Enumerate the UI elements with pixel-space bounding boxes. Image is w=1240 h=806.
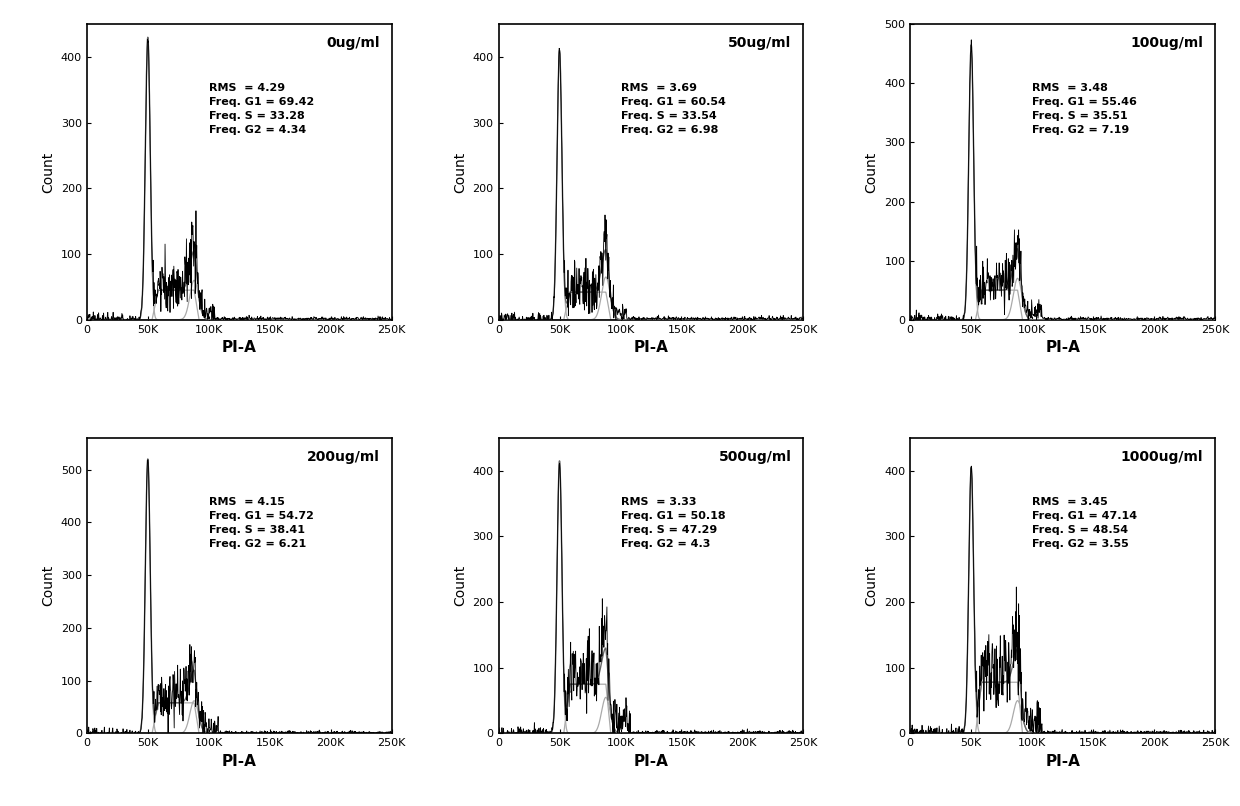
Text: 1000ug/ml: 1000ug/ml [1121,450,1203,463]
Text: 200ug/ml: 200ug/ml [306,450,379,463]
X-axis label: PI-A: PI-A [634,340,668,355]
X-axis label: PI-A: PI-A [634,754,668,769]
Y-axis label: Count: Count [41,152,56,193]
Text: RMS  = 4.29
Freq. G1 = 69.42
Freq. S = 33.28
Freq. G2 = 4.34: RMS = 4.29 Freq. G1 = 69.42 Freq. S = 33… [208,83,314,135]
Text: RMS  = 4.15
Freq. G1 = 54.72
Freq. S = 38.41
Freq. G2 = 6.21: RMS = 4.15 Freq. G1 = 54.72 Freq. S = 38… [208,497,314,549]
X-axis label: PI-A: PI-A [222,754,257,769]
Y-axis label: Count: Count [864,152,879,193]
Text: 100ug/ml: 100ug/ml [1130,36,1203,50]
Text: 500ug/ml: 500ug/ml [718,450,791,463]
Y-axis label: Count: Count [453,565,467,606]
Text: 50ug/ml: 50ug/ml [728,36,791,50]
Text: 0ug/ml: 0ug/ml [326,36,379,50]
Text: RMS  = 3.48
Freq. G1 = 55.46
Freq. S = 35.51
Freq. G2 = 7.19: RMS = 3.48 Freq. G1 = 55.46 Freq. S = 35… [1032,83,1137,135]
X-axis label: PI-A: PI-A [1045,340,1080,355]
Text: RMS  = 3.69
Freq. G1 = 60.54
Freq. S = 33.54
Freq. G2 = 6.98: RMS = 3.69 Freq. G1 = 60.54 Freq. S = 33… [620,83,725,135]
X-axis label: PI-A: PI-A [1045,754,1080,769]
Y-axis label: Count: Count [864,565,879,606]
Text: RMS  = 3.33
Freq. G1 = 50.18
Freq. S = 47.29
Freq. G2 = 4.3: RMS = 3.33 Freq. G1 = 50.18 Freq. S = 47… [620,497,725,549]
Text: RMS  = 3.45
Freq. G1 = 47.14
Freq. S = 48.54
Freq. G2 = 3.55: RMS = 3.45 Freq. G1 = 47.14 Freq. S = 48… [1032,497,1137,549]
Y-axis label: Count: Count [41,565,56,606]
X-axis label: PI-A: PI-A [222,340,257,355]
Y-axis label: Count: Count [453,152,467,193]
